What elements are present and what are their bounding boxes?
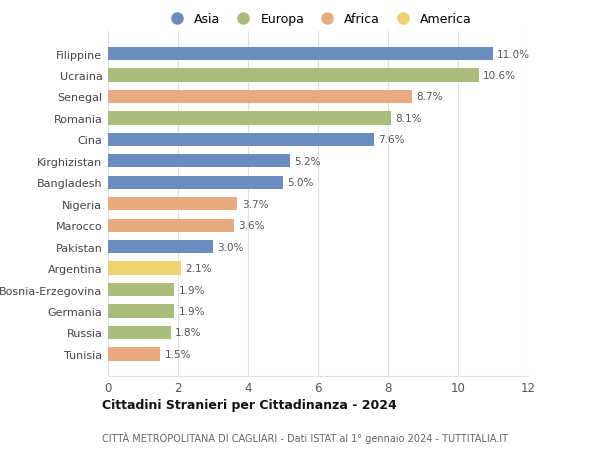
Bar (108, 347, 160, 361)
Bar (108, 155, 290, 168)
Bar (108, 198, 238, 211)
Bar (108, 305, 175, 318)
Bar (108, 69, 479, 83)
Bar (108, 90, 412, 104)
Legend: Asia, Europa, Africa, America: Asia, Europa, Africa, America (161, 11, 475, 29)
Bar (108, 48, 493, 61)
Text: 8.7%: 8.7% (416, 92, 443, 102)
Bar (108, 219, 234, 232)
Bar (108, 283, 175, 297)
Text: 3.7%: 3.7% (242, 199, 268, 209)
Text: 3.6%: 3.6% (238, 221, 265, 231)
Bar (108, 112, 391, 125)
Text: 5.0%: 5.0% (287, 178, 314, 188)
Text: 3.0%: 3.0% (217, 242, 244, 252)
Bar (108, 134, 374, 147)
Text: 1.9%: 1.9% (179, 306, 205, 316)
Bar (108, 262, 181, 275)
Bar (108, 241, 213, 254)
Text: 11.0%: 11.0% (497, 50, 530, 59)
Text: 1.8%: 1.8% (175, 328, 202, 338)
Text: 2.1%: 2.1% (186, 263, 212, 274)
Bar (108, 176, 283, 190)
Text: 8.1%: 8.1% (395, 114, 422, 123)
Text: 7.6%: 7.6% (378, 135, 404, 145)
Text: 10.6%: 10.6% (483, 71, 516, 81)
Text: 1.5%: 1.5% (164, 349, 191, 359)
Text: 1.9%: 1.9% (179, 285, 205, 295)
Bar (108, 326, 171, 339)
Text: CITTÀ METROPOLITANA DI CAGLIARI - Dati ISTAT al 1° gennaio 2024 - TUTTITALIA.IT: CITTÀ METROPOLITANA DI CAGLIARI - Dati I… (102, 431, 508, 442)
Text: 5.2%: 5.2% (294, 157, 320, 167)
Text: Cittadini Stranieri per Cittadinanza - 2024: Cittadini Stranieri per Cittadinanza - 2… (102, 398, 397, 412)
